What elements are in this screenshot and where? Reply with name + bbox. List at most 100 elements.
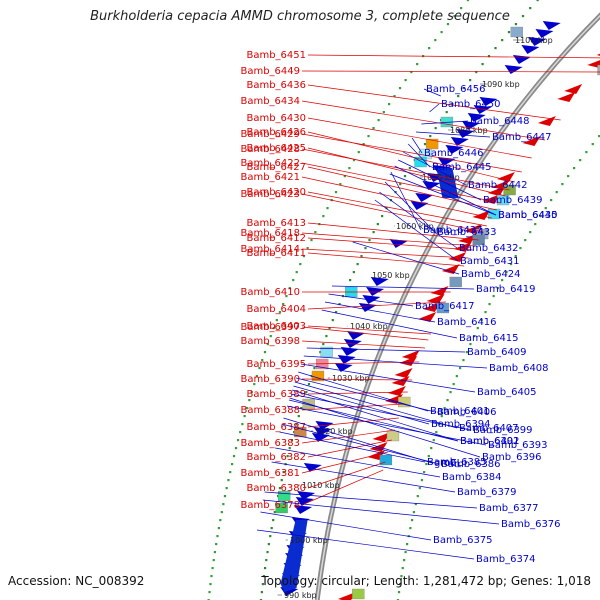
gene-label-forward: Bamb_6398	[240, 336, 300, 347]
reverse-gene-arrow	[343, 339, 362, 348]
label-leader	[411, 137, 423, 154]
forward-gene-arrow	[482, 194, 501, 204]
label-leader	[301, 326, 429, 341]
label-leader	[290, 393, 472, 431]
ring-dot	[381, 215, 384, 218]
gene-label-reverse: Bamb_6417	[415, 301, 475, 312]
ring-dot	[469, 343, 472, 346]
ring-dot	[437, 423, 441, 426]
gene-label-forward: Bamb_6383	[240, 438, 300, 449]
ring-dot	[480, 319, 483, 322]
gene-label-reverse: Bamb_6406	[437, 407, 497, 418]
reverse-gene-arrow	[461, 121, 480, 130]
label-leader	[307, 54, 600, 59]
ring-dot	[501, 39, 504, 42]
gene-label-reverse: Bamb_6439	[483, 195, 543, 206]
forward-gene-arrow	[394, 368, 413, 378]
reverse-gene-arrow	[294, 505, 313, 514]
long-reverse-gene	[280, 520, 308, 592]
gene-label-forward: Bamb_6404	[246, 304, 306, 315]
ring-dot	[322, 215, 325, 218]
ring-dot	[208, 591, 211, 594]
ring-dot	[339, 183, 342, 186]
gene-label-reverse: Bamb_6415	[459, 333, 519, 344]
gene-label-reverse: Bamb_6396	[482, 452, 542, 463]
label-leader	[306, 347, 466, 353]
forward-gene-arrow	[391, 376, 410, 386]
ring-dot	[455, 375, 458, 378]
ring-dot	[364, 247, 367, 250]
ring-dot	[241, 423, 244, 426]
gene-label-reverse: Bamb_6450	[441, 99, 501, 110]
ring-dot	[514, 23, 518, 26]
ring-dot	[248, 399, 251, 402]
label-leader	[394, 165, 497, 216]
label-leader	[331, 285, 475, 290]
feature-block	[320, 346, 333, 358]
label-leader	[307, 237, 473, 251]
reverse-gene-arrow	[445, 145, 464, 154]
gene-label-reverse: Bamb_6391	[460, 436, 520, 447]
label-leader	[408, 143, 431, 168]
ring-dot	[217, 527, 220, 530]
ring-dot	[269, 335, 272, 338]
gene-label-reverse: Bamb_6409	[467, 347, 527, 358]
reverse-gene-arrow	[535, 29, 554, 38]
gene-label-reverse: Bamb_6432	[459, 243, 519, 254]
label-leader	[303, 355, 488, 369]
ring-dot	[328, 327, 331, 330]
ring-dot	[349, 279, 352, 282]
gene-label-reverse: Bamb_6379	[457, 487, 517, 498]
ring-dot	[427, 455, 430, 458]
ring-dot	[492, 295, 495, 298]
ring-dot	[388, 103, 391, 106]
ring-dot	[232, 455, 236, 458]
gene-label-reverse: Bamb_6446	[424, 148, 484, 159]
gene-label-forward: Bamb_6413	[246, 218, 306, 229]
label-leader	[352, 241, 460, 275]
reverse-gene-arrow	[512, 55, 531, 64]
ring-dot	[272, 327, 275, 330]
gene-label-reverse: Bamb_6384	[442, 472, 502, 483]
ring-dot	[230, 463, 234, 466]
ring-dot	[222, 503, 225, 506]
forward-gene-arrow	[401, 350, 420, 360]
kbp-label: 1090 kbp	[482, 80, 520, 89]
ring-dot	[411, 519, 414, 522]
ring-dot	[245, 407, 249, 410]
ring-dot	[446, 23, 450, 26]
ring-dot	[519, 247, 522, 250]
ring-dot	[573, 167, 576, 170]
ring-dot	[335, 311, 338, 314]
gene-label-reverse: Bamb_6442	[468, 180, 528, 191]
ring-dot	[334, 191, 338, 194]
ring-dot	[234, 447, 238, 450]
ring-dot	[505, 271, 508, 274]
ring-dot	[253, 383, 256, 386]
ring-dot	[265, 559, 268, 562]
forward-gene-arrow	[399, 356, 418, 366]
gene-label-forward: Bamb_6390	[240, 374, 300, 385]
label-leader	[301, 469, 384, 506]
ring-dot	[360, 255, 363, 258]
right-gene-labels: Bamb_6456 Bamb_6450 Bamb_6448 Bamb_6447 Bamb…	[256, 84, 561, 565]
ring-dot	[319, 351, 322, 354]
label-leader	[307, 301, 446, 310]
ring-dot	[393, 95, 396, 98]
reverse-gene-arrow	[450, 137, 469, 146]
ring-dot	[544, 207, 547, 210]
ring-dot	[352, 271, 355, 274]
ring-dot	[297, 415, 300, 418]
label-leader	[256, 529, 475, 560]
label-leader	[301, 100, 546, 141]
kbp-label: 1070 kbp	[422, 173, 460, 182]
ring-dot	[561, 183, 564, 186]
ring-dot	[263, 567, 267, 570]
reverse-gene-arrow	[415, 193, 434, 202]
forward-gene-arrow	[557, 92, 576, 102]
ring-dot	[539, 215, 542, 218]
ring-dot	[435, 431, 438, 434]
kbp-label: 1010 kbp	[302, 481, 340, 490]
ring-dot	[282, 471, 285, 474]
forward-gene-arrow	[587, 60, 600, 68]
